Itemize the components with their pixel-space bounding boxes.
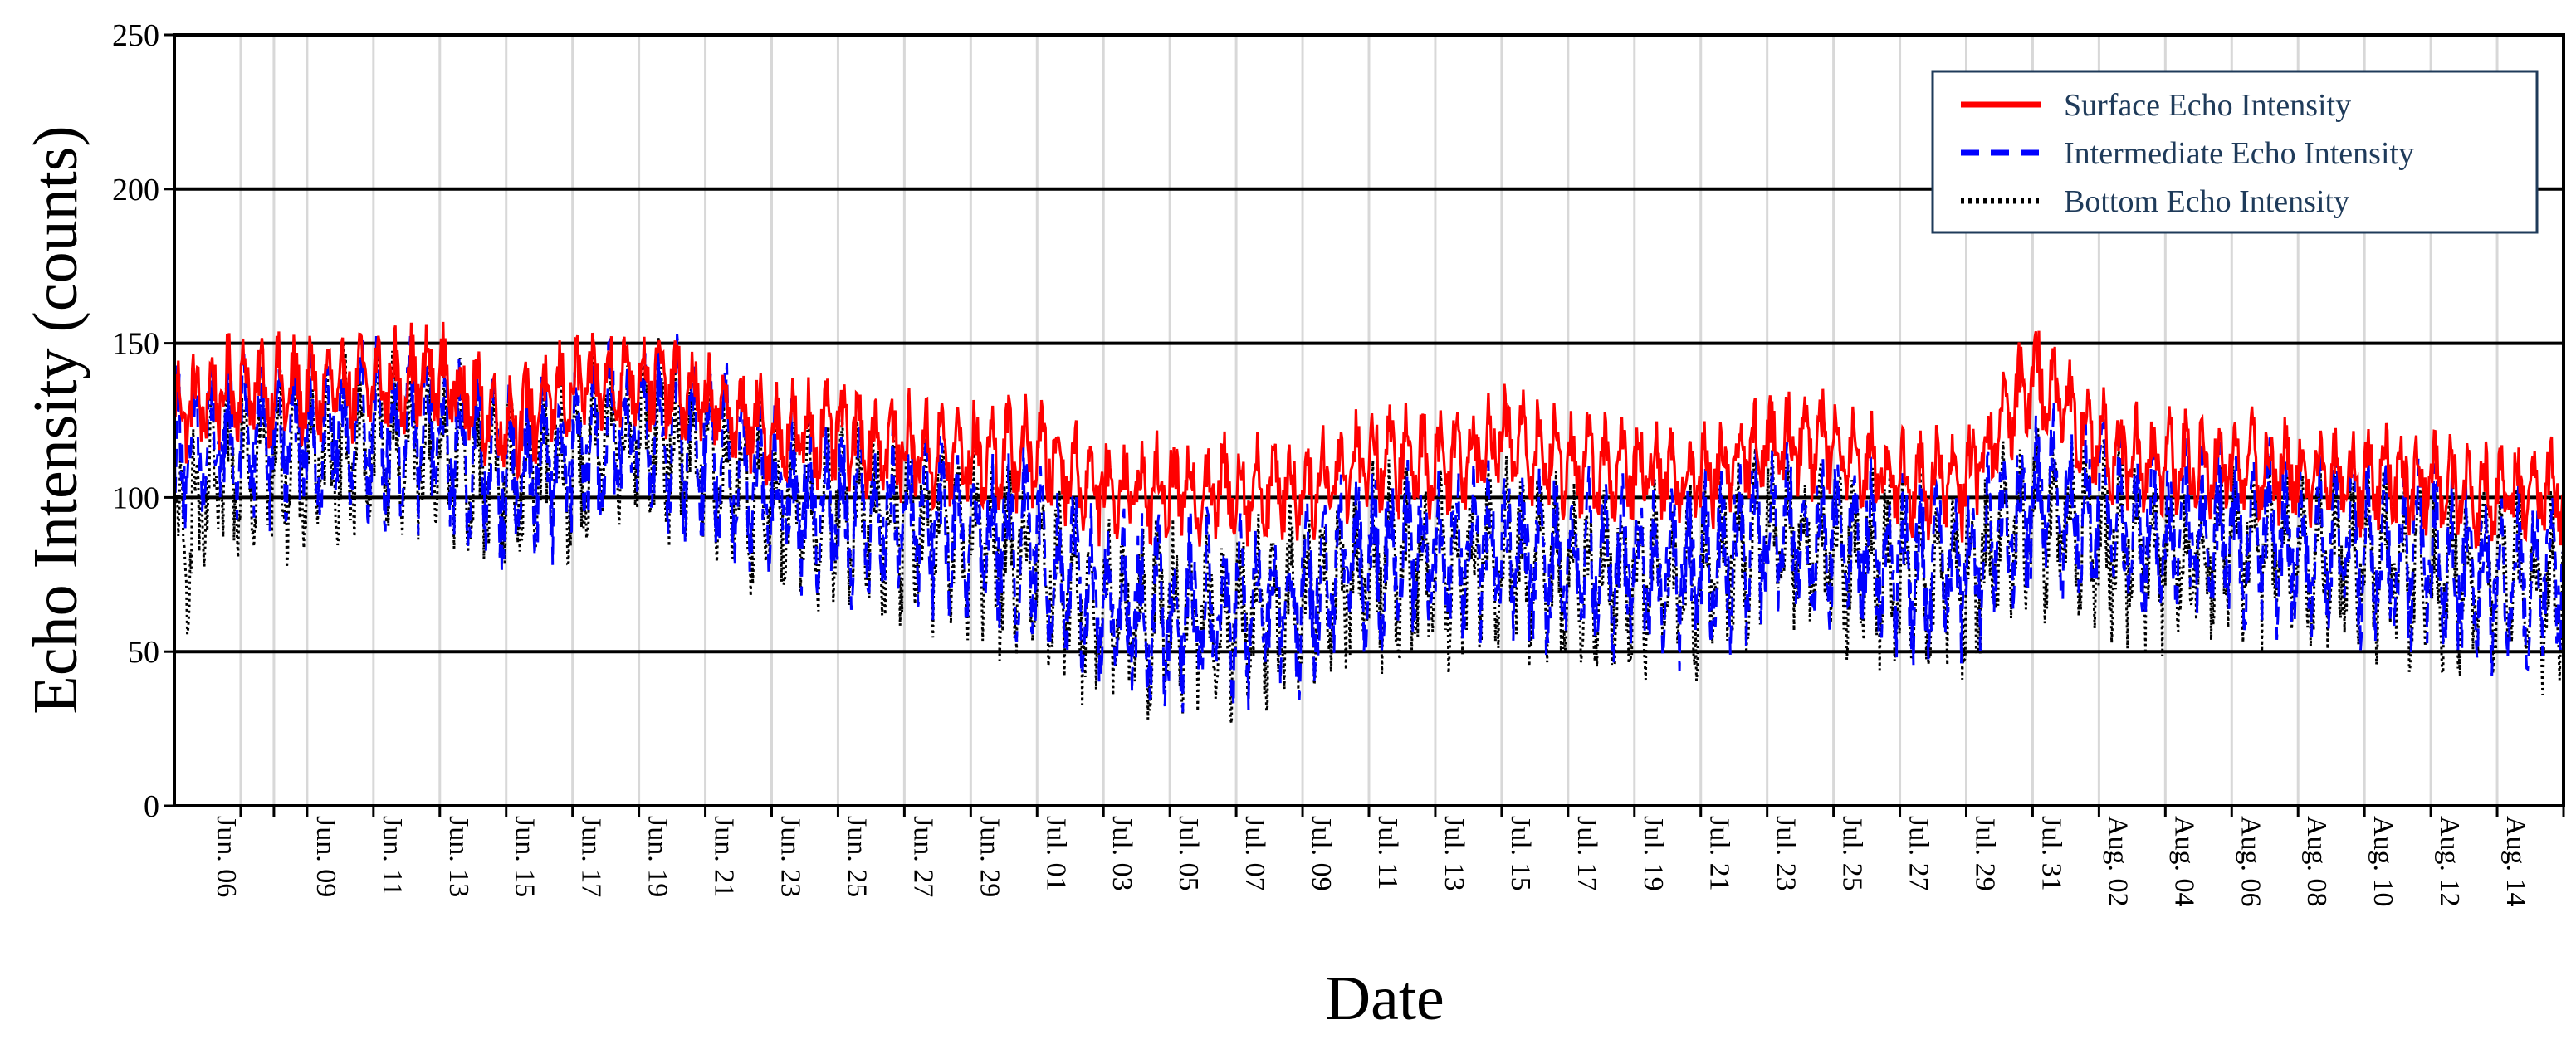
y-tick-label: 150 (112, 327, 159, 362)
y-tick-label: 50 (128, 635, 159, 670)
y-tick-label: 0 (144, 789, 159, 824)
series-surface-line (173, 321, 2565, 549)
x-axis-ticks: Jun. 06 Jun. 09 Jun. 11 Jun. 13 Jun. 15 Jun. … (211, 806, 2565, 907)
x-tick-label: Jul. 05 (1173, 816, 1204, 891)
x-tick-label: Jul. 11 (1372, 816, 1403, 890)
x-tick-label: Jun. 15 (510, 816, 540, 897)
x-tick-label: Aug. 06 (2235, 816, 2266, 907)
x-tick-label: Jun. 19 (643, 816, 673, 897)
x-tick-label: Jun. 23 (775, 816, 806, 897)
x-tick-label: Jun. 27 (907, 816, 938, 897)
x-tick-label: Jul. 21 (1704, 816, 1735, 891)
y-tick-label: 100 (112, 481, 159, 515)
x-tick-label: Jul. 27 (1904, 816, 1934, 891)
x-tick-label: Jul. 17 (1572, 816, 1602, 891)
x-tick-label: Jul. 01 (1040, 816, 1071, 891)
legend-label-bottom: Bottom Echo Intensity (2064, 184, 2349, 219)
legend-label-surface: Surface Echo Intensity (2064, 88, 2351, 123)
x-tick-label: Jul. 29 (1970, 816, 2001, 891)
x-tick-label: Jul. 25 (1837, 816, 1868, 891)
series-intermediate-line (173, 334, 2565, 713)
x-tick-label: Jul. 15 (1505, 816, 1536, 891)
x-tick-label: Jul. 13 (1439, 816, 1469, 891)
x-tick-label: Jun. 13 (443, 816, 474, 897)
x-tick-label: Aug. 12 (2434, 816, 2465, 907)
x-tick-label: Jul. 07 (1239, 816, 1270, 891)
series-lines (173, 321, 2565, 724)
x-tick-label: Jun. 17 (576, 816, 607, 897)
x-tick-label: Jun. 06 (211, 816, 242, 897)
legend-label-intermediate: Intermediate Echo Intensity (2064, 136, 2414, 171)
y-axis-ticks: 0 50 100 150 200 250 (112, 18, 174, 824)
y-tick-label: 250 (112, 18, 159, 53)
x-tick-label: Jul. 23 (1771, 816, 1801, 891)
grid (174, 35, 2565, 806)
x-tick-label: Jun. 11 (377, 816, 408, 896)
x-tick-label: Jul. 31 (2036, 816, 2066, 891)
x-tick-label: Aug. 04 (2168, 816, 2199, 907)
x-tick-label: Jun. 09 (310, 816, 341, 897)
x-tick-label: Aug. 08 (2301, 816, 2332, 907)
x-tick-label: Jun. 21 (709, 816, 740, 897)
x-tick-label: Jul. 03 (1107, 816, 1137, 891)
y-tick-label: 200 (112, 173, 159, 207)
x-tick-label: Jun. 25 (841, 816, 872, 897)
series-bottom-line (173, 336, 2565, 724)
x-tick-label: Jul. 09 (1306, 816, 1337, 891)
legend: Surface Echo Intensity Intermediate Echo… (1931, 70, 2539, 234)
x-axis-title: Date (1325, 964, 1444, 1033)
x-tick-label: Jun. 29 (974, 816, 1004, 897)
x-tick-label: Aug. 02 (2102, 816, 2133, 907)
x-tick-label: Aug. 10 (2368, 816, 2398, 907)
y-axis-title: Echo Intensity (counts) (21, 125, 90, 714)
x-tick-label: Aug. 14 (2500, 816, 2531, 907)
x-tick-label: Jul. 19 (1638, 816, 1669, 891)
